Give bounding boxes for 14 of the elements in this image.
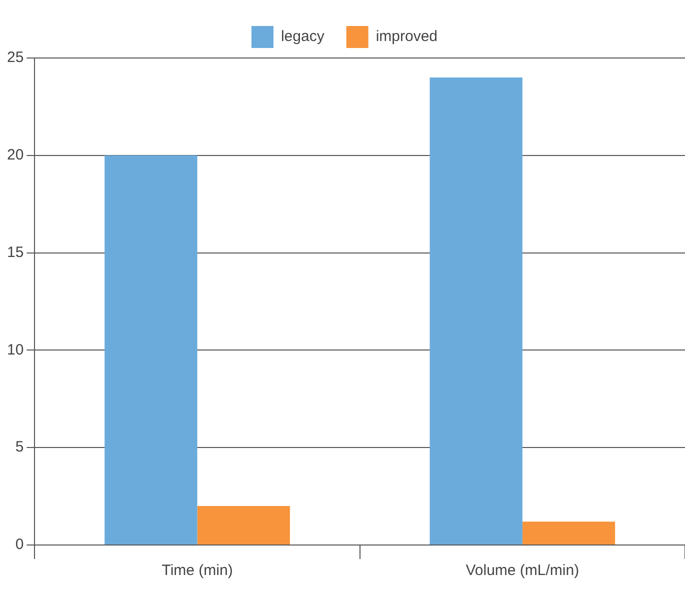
bar [104,155,198,544]
legend-label: legacy [280,28,325,46]
legend-label: improved [376,28,438,46]
bar [197,506,290,544]
y-tick-label: 15 [6,244,24,261]
y-tick-label: 20 [6,146,24,164]
y-tick-label: 5 [15,438,24,456]
bar [430,77,522,544]
bar [522,522,616,544]
x-tick-label: Time (min) [162,562,233,580]
x-tick-label: Volume (mL/min) [466,562,580,580]
y-tick-label: 25 [6,49,24,66]
y-tick-label: 0 [15,536,24,554]
y-tick-label: 10 [6,341,24,358]
